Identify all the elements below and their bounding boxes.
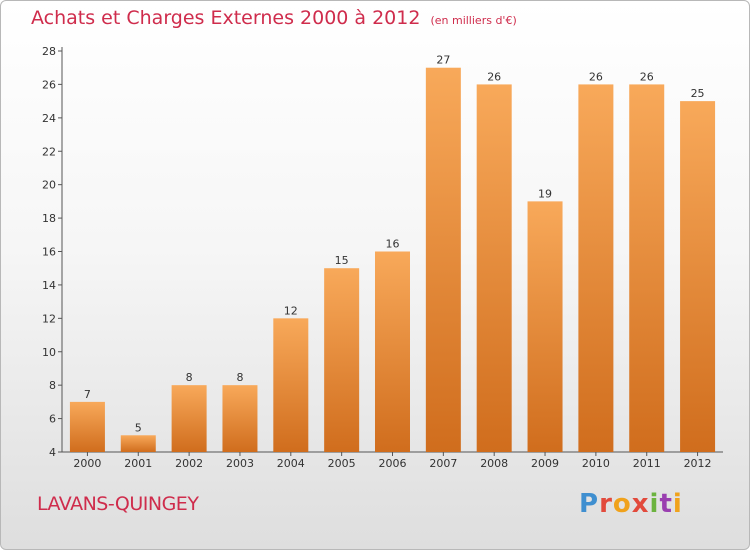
bar: [425, 67, 461, 452]
chart-title-text: Achats et Charges Externes 2000 à 2012: [31, 7, 421, 29]
bar-value-label: 26: [487, 70, 501, 83]
bar: [171, 385, 207, 452]
bar: [629, 84, 665, 453]
proxiti-logo: Proxiti: [579, 489, 683, 519]
x-tick-label: 2007: [429, 457, 457, 470]
chart-subtitle: (en milliers d'€): [430, 14, 517, 27]
y-tick-label: 22: [42, 145, 56, 158]
bar-value-label: 19: [538, 187, 552, 200]
x-tick-label: 2011: [633, 457, 661, 470]
x-tick-label: 2004: [277, 457, 305, 470]
chart-title: Achats et Charges Externes 2000 à 2012 (e…: [31, 7, 517, 29]
x-tick-label: 2009: [531, 457, 559, 470]
bar: [222, 385, 258, 452]
bar: [527, 201, 563, 452]
x-tick-label: 2008: [480, 457, 508, 470]
x-tick-label: 2003: [226, 457, 254, 470]
bar-value-label: 25: [691, 87, 705, 100]
bar-value-label: 8: [236, 371, 243, 384]
bar: [273, 318, 309, 452]
y-tick-label: 14: [42, 279, 56, 292]
bar-value-label: 12: [284, 304, 298, 317]
bar: [375, 251, 410, 452]
y-tick-label: 24: [42, 112, 56, 125]
bar-value-label: 27: [436, 54, 450, 67]
town-name: LAVANS-QUINGEY: [37, 493, 199, 515]
bar: [476, 84, 512, 453]
y-tick-label: 8: [49, 379, 56, 392]
bar: [120, 435, 156, 452]
y-tick-label: 4: [49, 446, 56, 459]
y-tick-label: 10: [42, 346, 56, 359]
y-tick-label: 12: [42, 312, 56, 325]
bar: [69, 401, 105, 452]
x-tick-label: 2010: [582, 457, 610, 470]
bar-value-label: 15: [335, 254, 349, 267]
y-tick-label: 28: [42, 45, 56, 58]
x-tick-label: 2002: [175, 457, 203, 470]
y-tick-label: 18: [42, 212, 56, 225]
bar-value-label: 26: [589, 70, 603, 83]
x-tick-label: 2005: [328, 457, 356, 470]
x-tick-label: 2006: [379, 457, 407, 470]
bar: [324, 268, 360, 452]
bar: [578, 84, 614, 453]
y-tick-label: 6: [49, 413, 56, 426]
y-tick-label: 20: [42, 179, 56, 192]
y-tick-label: 16: [42, 246, 56, 259]
x-tick-label: 2012: [684, 457, 712, 470]
bar-value-label: 8: [186, 371, 193, 384]
bar-value-label: 26: [640, 70, 654, 83]
y-tick-label: 26: [42, 78, 56, 91]
x-tick-label: 2000: [73, 457, 101, 470]
x-tick-label: 2001: [124, 457, 152, 470]
bar-value-label: 16: [386, 238, 400, 251]
bar-value-label: 7: [84, 388, 91, 401]
bar: [680, 101, 716, 452]
bar-value-label: 5: [135, 421, 142, 434]
